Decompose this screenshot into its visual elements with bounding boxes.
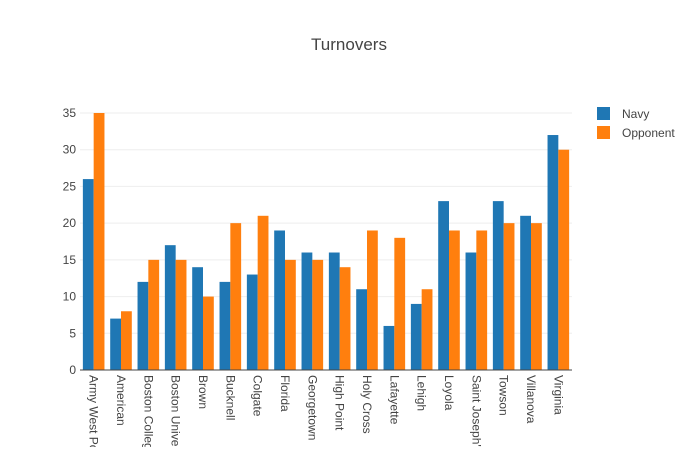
bar-opponent-17[interactable] — [558, 149, 570, 370]
x-tick-label-group: Loyola — [442, 375, 456, 411]
y-tick-label: 10 — [63, 290, 77, 304]
x-tick-label: Brown — [196, 375, 210, 409]
y-axis: 0 5 10 15 20 25 30 35 — [63, 106, 77, 377]
y-tick-label: 5 — [69, 326, 76, 340]
x-tick-label: Loyola — [442, 375, 456, 411]
bar-opponent-3[interactable] — [175, 259, 187, 370]
x-tick-label-group: Army West Point — [87, 375, 101, 450]
y-tick-label: 20 — [63, 216, 77, 230]
chart-title: Turnovers — [311, 35, 387, 54]
bar-navy-16[interactable] — [520, 215, 531, 370]
legend-swatch-navy[interactable] — [597, 107, 610, 120]
legend-swatch-opponent[interactable] — [597, 126, 610, 139]
x-tick-label-group: Colgate — [251, 375, 265, 417]
x-tick-label: Bucknell — [223, 375, 237, 420]
bar-opponent-2[interactable] — [148, 259, 160, 370]
bar-navy-12[interactable] — [410, 303, 422, 370]
x-tick-label: Boston University — [169, 375, 183, 450]
x-tick-label: Army West Point — [87, 375, 101, 450]
x-tick-label-group: Brown — [196, 375, 210, 409]
x-tick-label: Boston College — [141, 375, 155, 450]
bar-navy-1[interactable] — [110, 318, 121, 370]
x-tick-label-group: Lehigh — [415, 375, 429, 411]
x-tick-label-group: Saint Joseph's — [469, 375, 483, 450]
bar-opponent-15[interactable] — [503, 223, 515, 370]
bar-navy-11[interactable] — [383, 325, 395, 370]
bar-opponent-11[interactable] — [394, 237, 406, 370]
bar-navy-5[interactable] — [219, 281, 231, 370]
x-tick-label-group: Holy Cross — [360, 375, 374, 434]
x-tick-label-group: American — [114, 375, 128, 426]
x-tick-label: Holy Cross — [360, 375, 374, 434]
bar-opponent-16[interactable] — [531, 223, 542, 370]
bar-navy-17[interactable] — [547, 135, 559, 370]
y-tick-label: 15 — [63, 253, 77, 267]
x-tick-label: Virginia — [551, 375, 565, 415]
bar-opponent-7[interactable] — [285, 259, 296, 370]
y-tick-label: 25 — [63, 179, 77, 193]
bar-opponent-1[interactable] — [121, 311, 132, 370]
bar-navy-7[interactable] — [274, 230, 285, 370]
x-tick-label: High Point — [333, 375, 347, 431]
bar-navy-2[interactable] — [137, 281, 149, 370]
bar-opponent-0[interactable] — [93, 113, 105, 370]
y-tick-label: 35 — [63, 106, 77, 120]
bar-navy-6[interactable] — [246, 274, 258, 370]
legend[interactable]: Navy Opponent — [597, 107, 675, 140]
x-tick-label-group: High Point — [333, 375, 347, 431]
bar-opponent-14[interactable] — [476, 230, 488, 370]
x-tick-label: Villanova — [524, 375, 538, 424]
bar-opponent-12[interactable] — [421, 289, 433, 370]
x-tick-label: Colgate — [251, 375, 265, 417]
x-tick-label-group: Boston University — [169, 375, 183, 450]
x-tick-label: Saint Joseph's — [469, 375, 483, 450]
x-tick-label-group: Bucknell — [223, 375, 237, 420]
bar-navy-3[interactable] — [164, 245, 176, 370]
bar-opponent-8[interactable] — [312, 259, 324, 370]
bar-opponent-9[interactable] — [339, 267, 351, 370]
x-tick-label-group: Boston College — [141, 375, 155, 450]
bars — [82, 113, 570, 370]
bar-navy-8[interactable] — [301, 252, 313, 370]
x-axis: Army West Point American Boston College Bos… — [87, 375, 566, 450]
x-tick-label-group: Georgetown — [305, 375, 319, 440]
x-tick-label: American — [114, 375, 128, 426]
y-tick-label: 0 — [69, 363, 76, 377]
bar-opponent-6[interactable] — [257, 215, 269, 370]
x-tick-label-group: Lafayette — [387, 375, 401, 425]
y-tick-label: 30 — [63, 143, 77, 157]
x-tick-label-group: Villanova — [524, 375, 538, 424]
bar-opponent-4[interactable] — [203, 296, 214, 370]
x-tick-label: Lehigh — [415, 375, 429, 411]
legend-label-navy[interactable]: Navy — [622, 107, 649, 121]
bar-navy-14[interactable] — [465, 252, 477, 370]
x-tick-label-group: Florida — [278, 375, 292, 412]
x-tick-label: Georgetown — [305, 375, 319, 440]
bar-opponent-5[interactable] — [230, 223, 242, 370]
bar-navy-15[interactable] — [492, 201, 504, 370]
bar-navy-10[interactable] — [356, 289, 367, 370]
x-tick-label-group: Towson — [497, 375, 511, 416]
gridlines — [80, 112, 572, 334]
bar-navy-9[interactable] — [328, 252, 340, 370]
x-tick-label: Florida — [278, 375, 292, 412]
x-tick-label: Towson — [497, 375, 511, 416]
bar-navy-4[interactable] — [192, 267, 203, 370]
bar-navy-13[interactable] — [438, 201, 449, 370]
bar-opponent-13[interactable] — [449, 230, 460, 370]
x-tick-label-group: Virginia — [551, 375, 565, 415]
legend-label-opponent[interactable]: Opponent — [622, 126, 675, 140]
bar-opponent-10[interactable] — [367, 230, 378, 370]
bar-navy-0[interactable] — [82, 179, 94, 370]
x-tick-label: Lafayette — [387, 375, 401, 425]
